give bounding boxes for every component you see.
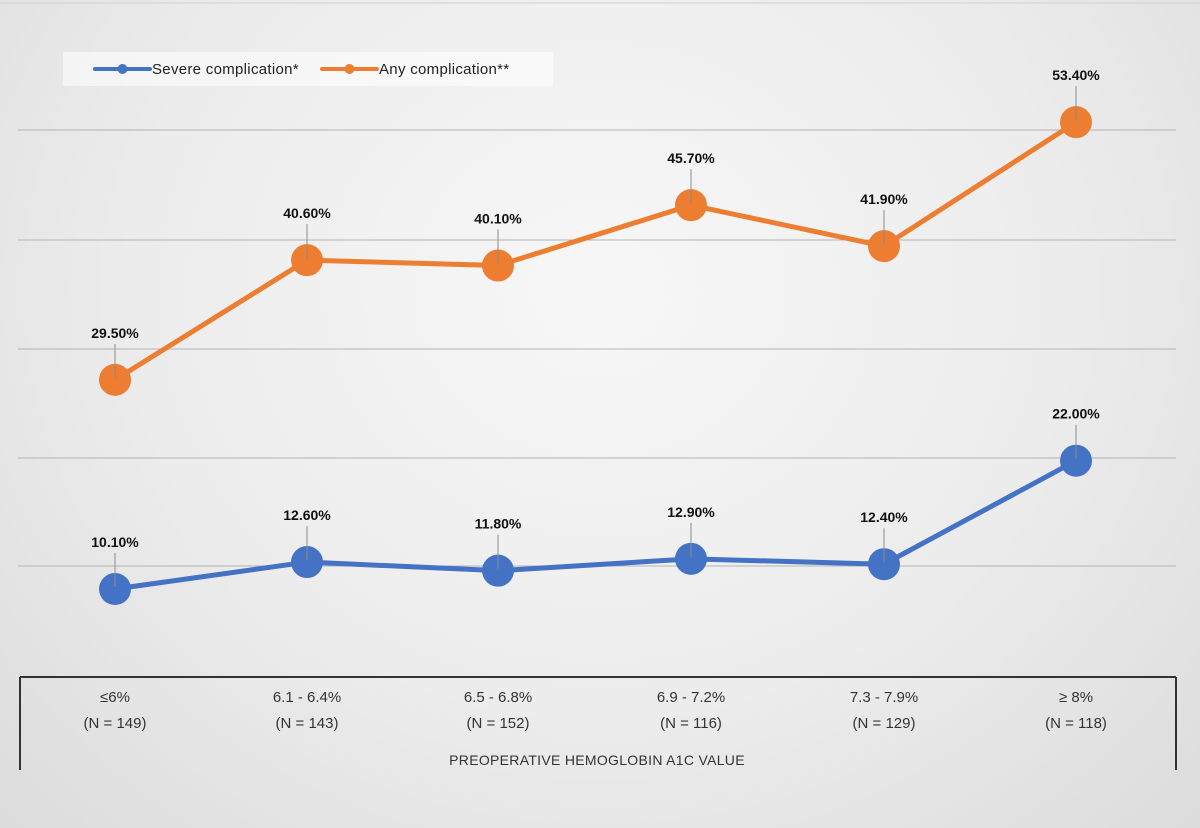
legend-marker-0: [117, 64, 128, 74]
x-tick-label: 6.1 - 6.4%: [273, 689, 341, 706]
x-tick-count: (N = 129): [853, 715, 916, 732]
legend-label-1: Any complication**: [379, 61, 509, 78]
x-tick-label: 6.5 - 6.8%: [464, 689, 532, 706]
x-tick-count: (N = 143): [276, 715, 339, 732]
series-line-0: [114, 458, 1078, 592]
data-label: 40.10%: [474, 211, 522, 227]
data-label: 12.60%: [283, 507, 331, 523]
x-tick-count: (N = 118): [1045, 715, 1107, 732]
legend-marker-1: [344, 64, 355, 74]
data-point: [868, 548, 900, 581]
data-label: 29.50%: [91, 325, 139, 341]
x-tick-label: 6.9 - 7.2%: [657, 689, 725, 706]
data-label: 22.00%: [1052, 406, 1100, 422]
x-tick-count: (N = 116): [660, 715, 722, 732]
data-label: 45.70%: [667, 150, 715, 166]
series-line-1: [113, 120, 1078, 382]
x-tick-label: 7.3 - 7.9%: [850, 689, 918, 706]
data-point: [482, 554, 514, 587]
data-label: 12.40%: [860, 509, 908, 525]
data-point: [675, 189, 707, 222]
data-label: 53.40%: [1052, 67, 1100, 83]
legend-label-0: Severe complication*: [152, 61, 299, 78]
data-label: 40.60%: [283, 205, 331, 221]
x-tick-label: ≤6%: [100, 689, 130, 706]
data-point: [675, 542, 707, 575]
data-point: [291, 244, 323, 277]
data-label: 41.90%: [860, 191, 908, 207]
data-point: [291, 546, 323, 579]
x-tick-count: (N = 149): [84, 715, 147, 732]
data-label: 12.90%: [667, 504, 715, 520]
data-label: 11.80%: [475, 516, 522, 532]
data-point: [482, 249, 514, 282]
data-point: [868, 230, 900, 263]
x-tick-count: (N = 152): [467, 715, 530, 732]
data-label: 10.10%: [91, 534, 139, 550]
data-point: [1060, 106, 1092, 139]
data-point: [99, 363, 131, 396]
data-point: [1060, 444, 1092, 477]
x-tick-label: ≥ 8%: [1059, 689, 1093, 706]
x-axis-title: PREOPERATIVE HEMOGLOBIN A1C VALUE: [449, 752, 745, 768]
data-point: [99, 573, 131, 606]
